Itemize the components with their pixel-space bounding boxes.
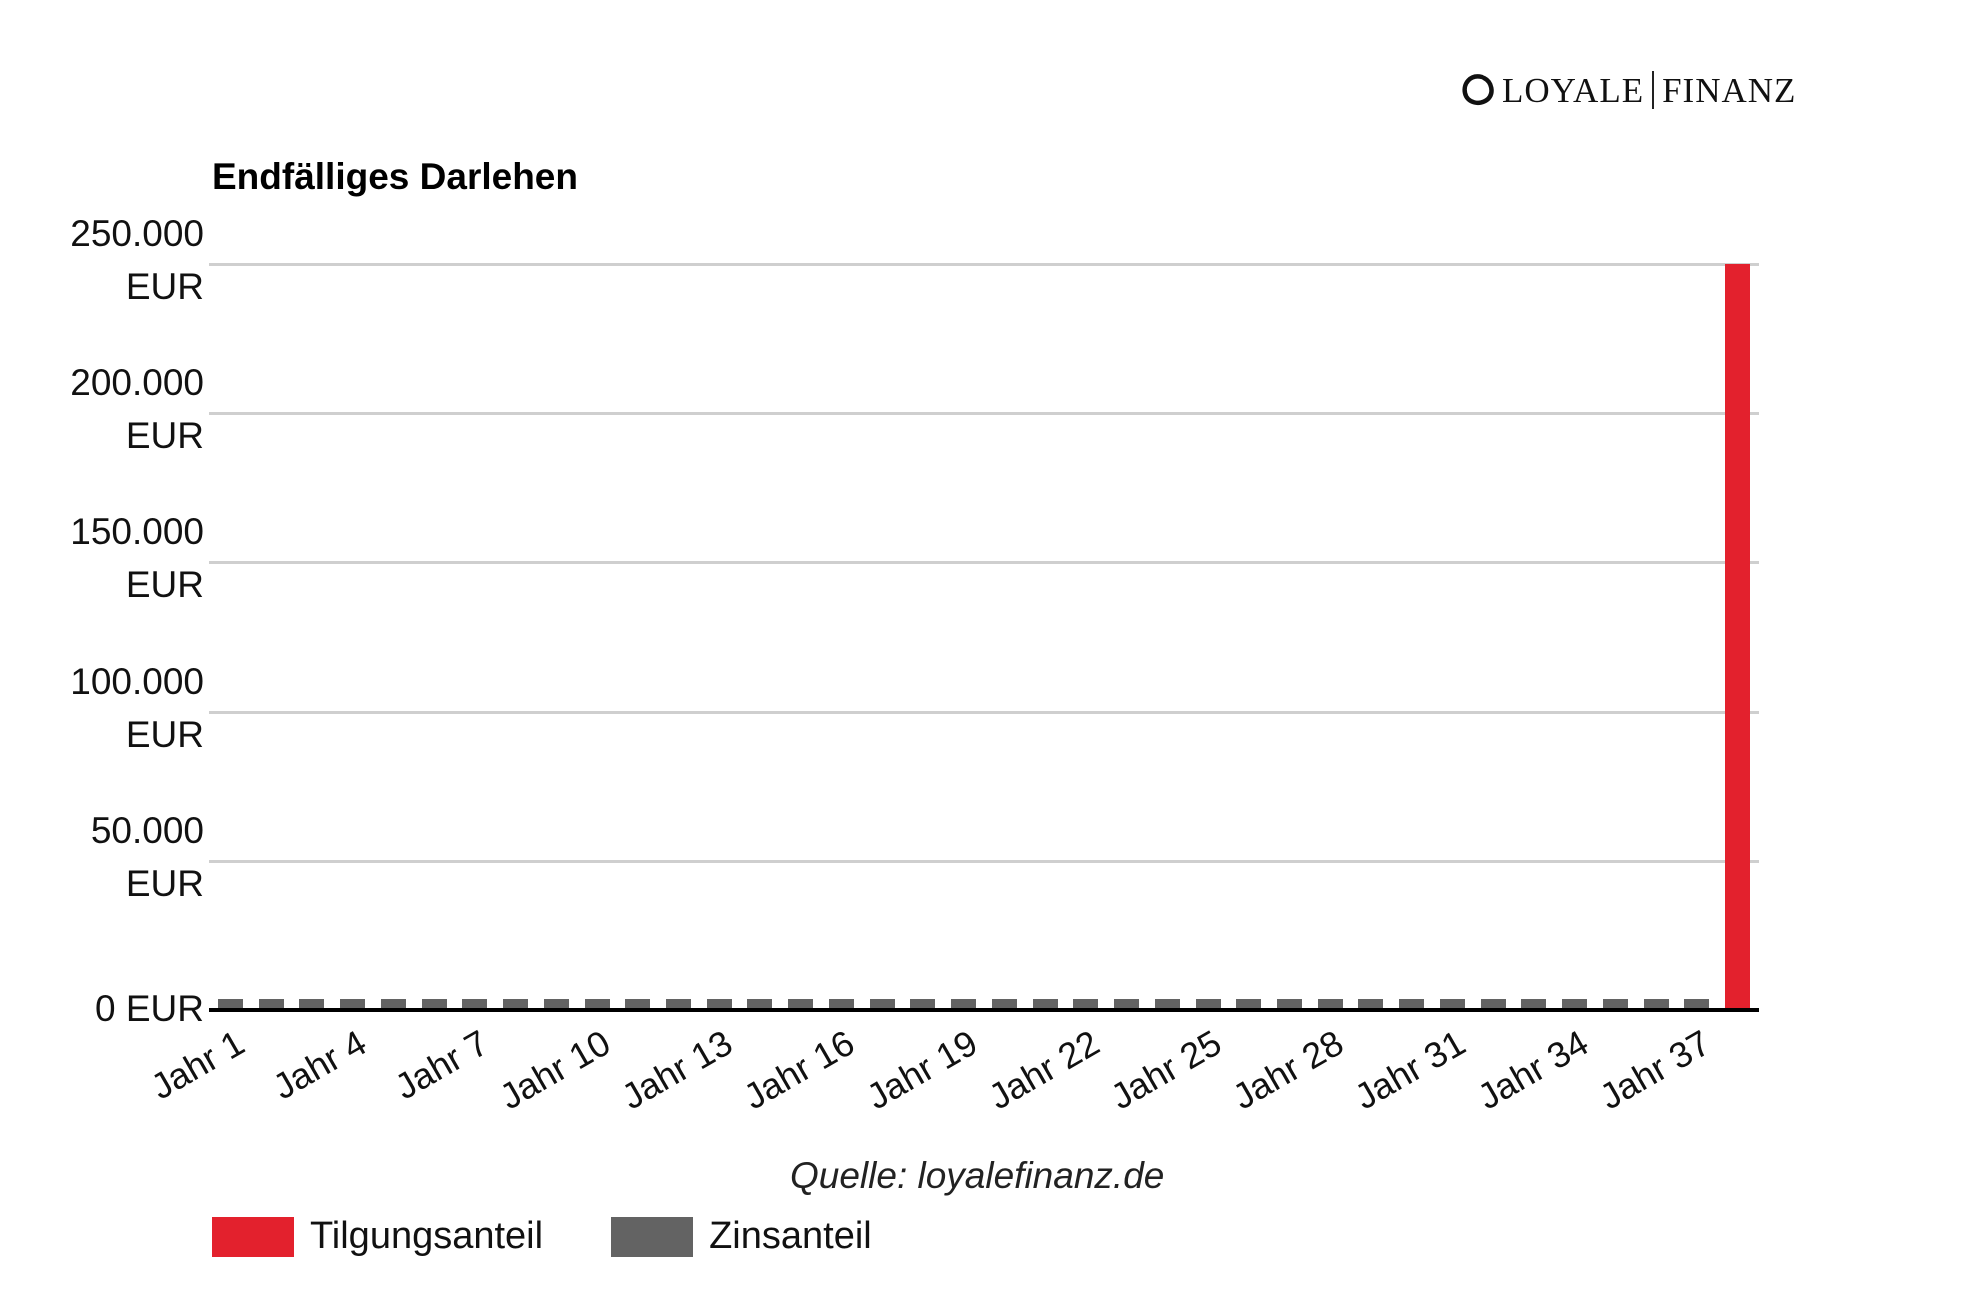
bar-zinsanteil: [706, 998, 732, 1010]
y-tick-label: 200.000 EUR: [70, 362, 204, 457]
bar-zinsanteil: [299, 998, 325, 1010]
bar-zinsanteil: [869, 998, 895, 1010]
legend-label: Tilgungsanteil: [310, 1215, 544, 1257]
bar-zinsanteil: [1154, 998, 1180, 1010]
x-tick-label: Jahr 19: [859, 1021, 984, 1118]
enso-circle-icon: [1462, 74, 1494, 106]
x-tick-label: Jahr 10: [492, 1021, 618, 1118]
bar-zinsanteil: [788, 998, 814, 1010]
gridline: [209, 561, 1759, 565]
legend-swatch-gray: [611, 1216, 694, 1257]
bar-zinsanteil: [1073, 998, 1099, 1010]
gridline: [209, 412, 1759, 416]
x-tick-label: Jahr 37: [1592, 1021, 1717, 1118]
legend-item-zinsanteil: Zinsanteil: [611, 1215, 872, 1258]
legend-item-tilgungsanteil: Tilgungsanteil: [212, 1215, 543, 1258]
bar-zinsanteil: [1602, 998, 1628, 1010]
y-tick-label: 0 EUR: [95, 988, 204, 1029]
bar-zinsanteil: [828, 998, 854, 1010]
bar-zinsanteil: [258, 998, 284, 1010]
legend-label: Zinsanteil: [709, 1215, 872, 1257]
brand-separator: [1652, 71, 1655, 109]
bar-zinsanteil: [1684, 998, 1710, 1010]
x-tick-label: Jahr 22: [981, 1021, 1106, 1118]
gridline: [209, 859, 1759, 863]
x-tick-label: Jahr 28: [1225, 1021, 1351, 1118]
gridline: [209, 710, 1759, 714]
bar-zinsanteil: [1439, 998, 1465, 1010]
x-axis-line: [209, 1008, 1759, 1012]
source-note: Quelle: loyalefinanz.de: [790, 1155, 1165, 1196]
y-tick-label: 250.000 EUR: [70, 213, 204, 307]
bar-zinsanteil: [340, 998, 366, 1010]
gridline: [209, 263, 1759, 266]
bar-zinsanteil: [1236, 998, 1262, 1010]
x-tick-label: Jahr 31: [1347, 1021, 1473, 1118]
y-tick-label: 100.000 EUR: [70, 660, 204, 755]
y-tick-label: 150.000 EUR: [70, 511, 204, 606]
bar-zinsanteil: [625, 998, 651, 1010]
bar-zinsanteil: [951, 998, 977, 1010]
bar-zinsanteil: [462, 998, 488, 1010]
bar-zinsanteil: [1643, 998, 1669, 1010]
bar-zinsanteil: [1562, 998, 1588, 1010]
chart-title: Endfälliges Darlehen: [212, 156, 578, 197]
brand-name-right: FINANZ: [1662, 70, 1797, 110]
bar-zinsanteil: [1195, 998, 1221, 1010]
brand-logo: LOYALE FINANZ: [1460, 68, 1796, 112]
x-tick-label: Jahr 16: [737, 1021, 862, 1118]
bar-zinsanteil: [1480, 998, 1506, 1010]
bar-zinsanteil: [543, 998, 569, 1010]
x-tick-label: Jahr 25: [1103, 1021, 1229, 1118]
bar-zinsanteil: [421, 998, 447, 1010]
bar-zinsanteil: [1521, 998, 1547, 1010]
bar-zinsanteil: [1358, 998, 1384, 1010]
bar-zinsanteil: [1317, 998, 1343, 1010]
bar-zinsanteil: [666, 998, 692, 1010]
bar-zinsanteil: [747, 998, 773, 1010]
x-tick-label: Jahr 34: [1470, 1021, 1595, 1118]
bar-zinsanteil: [991, 998, 1017, 1010]
bar-zinsanteil: [1032, 998, 1058, 1010]
bar-zinsanteil: [910, 998, 936, 1010]
x-tick-label: Jahr 13: [614, 1021, 740, 1118]
bar-zinsanteil: [380, 998, 406, 1010]
legend-swatch-red: [212, 1216, 294, 1257]
bar-tilgungsanteil: [1725, 264, 1750, 1010]
bar-zinsanteil: [218, 998, 243, 1010]
bar-zinsanteil: [503, 998, 529, 1010]
brand-name-left: LOYALE: [1502, 70, 1645, 110]
x-tick-label: Jahr 7: [387, 1021, 495, 1108]
bar-zinsanteil: [584, 998, 610, 1010]
legend: Tilgungsanteil Zinsanteil: [212, 1215, 940, 1258]
bar-zinsanteil: [1399, 998, 1425, 1010]
x-tick-label: Jahr 4: [265, 1021, 373, 1108]
bar-zinsanteil: [1114, 998, 1140, 1010]
y-tick-label: 50.000 EUR: [90, 809, 204, 904]
bar-zinsanteil: [1276, 998, 1302, 1010]
